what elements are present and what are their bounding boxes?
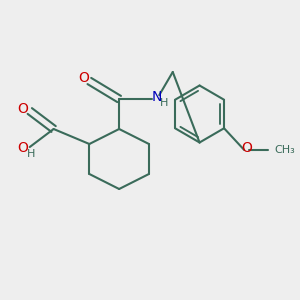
Text: N: N xyxy=(152,90,162,104)
Text: H: H xyxy=(27,149,35,159)
Text: CH₃: CH₃ xyxy=(274,145,295,155)
Text: H: H xyxy=(160,98,168,108)
Text: O: O xyxy=(17,142,28,155)
Text: O: O xyxy=(78,71,89,85)
Text: O: O xyxy=(241,141,252,155)
Text: O: O xyxy=(17,102,28,116)
